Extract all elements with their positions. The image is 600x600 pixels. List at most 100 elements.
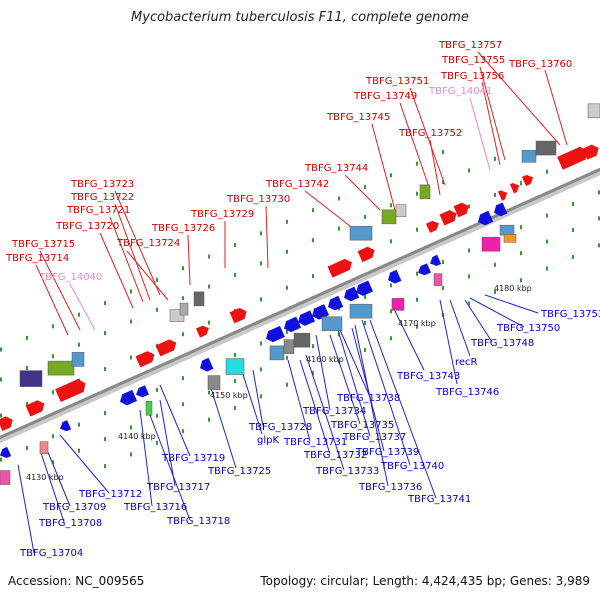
gene-label[interactable]: TBFG_13737 [342,432,406,443]
track-dot [26,335,28,340]
gene-label[interactable]: TBFG_13732 [303,450,367,461]
gene-label[interactable]: TBFG_13740 [380,461,444,472]
track-dots [0,150,600,469]
leader-line [35,264,69,336]
gene-label[interactable]: TBFG_13730 [226,194,290,205]
gene-label[interactable]: TBFG_13718 [166,516,230,527]
gene-label[interactable]: TBFG_13751 [365,76,429,87]
gene-label[interactable]: TBFG_13723 [70,179,134,190]
gene-label[interactable]: TBFG_13760 [508,59,572,70]
gene-label[interactable]: TBFG_13731 [283,437,347,448]
track-dot [572,254,574,259]
leader-line [439,299,458,385]
track-dot [494,192,496,197]
gene-label[interactable]: TBFG_13752 [398,128,462,139]
gene-label[interactable]: TBFG_13722 [70,192,134,203]
gene-label[interactable]: TBFG_13736 [358,482,422,493]
track-dot [364,294,366,299]
gene-label[interactable]: TBFG_13746 [435,387,499,398]
gene-label[interactable]: TBFG_13734 [302,406,366,417]
gene-label[interactable]: TBFG_13714 [5,253,69,264]
track-dot [104,411,106,416]
leader-line [39,449,65,523]
leader-line [464,299,493,343]
gene-label[interactable]: TBFG_13753 [540,309,600,320]
track-dot [286,249,288,254]
gene-label[interactable]: TBFG_13745 [326,112,390,123]
gene-label[interactable]: TBFG_13750 [496,323,560,334]
gene-label[interactable]: TBFG_13742 [265,179,329,190]
leader-line [304,190,356,231]
gene-label[interactable]: TBFG_13755 [441,55,505,66]
kbp-label-4160: 4160 kbp [306,355,344,364]
gene-features[interactable] [0,103,600,485]
leader-line [109,216,144,303]
leader-line [391,304,425,371]
gene-box-dark [207,375,221,390]
gene-label[interactable]: TBFG_13738 [336,393,400,404]
gene-label[interactable]: TBFG_13704 [19,548,83,559]
gene-label[interactable]: TBFG_13716 [123,502,187,513]
gene-label[interactable]: glpK [257,435,279,446]
leader-line [469,297,525,328]
leader-line [114,190,161,296]
track-dot [312,344,314,349]
gene-box-green [145,401,153,416]
track-dot [208,284,210,289]
kbp-label-4170: 4170 kbp [398,319,436,328]
gene-label[interactable]: TBFG_13741 [407,494,471,505]
gene-box-cyan [225,358,245,375]
gene-box-dark [535,140,557,156]
track-dot [26,365,28,370]
gene-label[interactable]: TBFG_13721 [66,205,130,216]
gene-label[interactable]: TBFG_13717 [146,482,210,493]
gene-label[interactable]: TBFG_14041 [428,86,492,97]
gene-label[interactable]: TBFG_13709 [42,502,106,513]
gene-label[interactable]: TBFG_13726 [151,223,215,234]
gene-label[interactable]: TBFG_13719 [161,453,225,464]
track-dot [260,261,262,266]
track-dot [0,377,2,382]
gene-label[interactable]: recR [455,357,478,368]
gene-label[interactable]: TBFG_13735 [330,420,394,431]
gene-box-blue [349,303,373,319]
track-dot [208,390,210,395]
gene-label[interactable]: TBFG_13733 [315,466,379,477]
track-dot [572,201,574,206]
track-dot [234,242,236,247]
gene-label[interactable]: TBFG_13720 [55,221,119,232]
track-dot [26,401,28,406]
gene-label[interactable]: TBFG_13712 [78,489,142,500]
track-dot [260,394,262,399]
top-labels: TBFG_13757 TBFG_13755 TBFG_13756 TBFG_13… [5,40,572,283]
gene-box-grey [587,103,600,119]
gene-box-blue [499,224,515,236]
gene-label[interactable]: TBFG_13708 [38,518,102,529]
leader-line [344,174,381,211]
leader-line [429,139,441,196]
track-dot [390,283,392,288]
gene-label[interactable]: TBFG_13729 [190,209,254,220]
track-dot [52,354,54,359]
gene-box-dark [193,291,205,307]
leader-line [39,250,81,331]
gene-label[interactable]: TBFG_13725 [207,466,271,477]
gene-label[interactable]: TBFG_13743 [396,371,460,382]
gene-label[interactable]: TBFG_13715 [11,239,75,250]
track-dot [234,378,236,383]
gene-label[interactable]: TBFG_13724 [116,238,180,249]
forward-gene-arrow [155,339,177,357]
track-dot [390,239,392,244]
gene-label[interactable]: TBFG_13744 [304,163,368,174]
gene-label[interactable]: TBFG_13748 [470,338,534,349]
gene-label[interactable]: TBFG_13728 [248,422,312,433]
track-dot [546,213,548,218]
gene-label[interactable]: TBFG_14040 [38,272,102,283]
track-dot [312,238,314,243]
gene-label[interactable]: TBFG_13757 [438,40,502,51]
track-dot [78,422,80,427]
gene-label[interactable]: TBFG_13739 [355,447,419,458]
gene-label[interactable]: TBFG_13749 [353,91,417,102]
gene-label[interactable]: TBFG_13756 [440,71,504,82]
